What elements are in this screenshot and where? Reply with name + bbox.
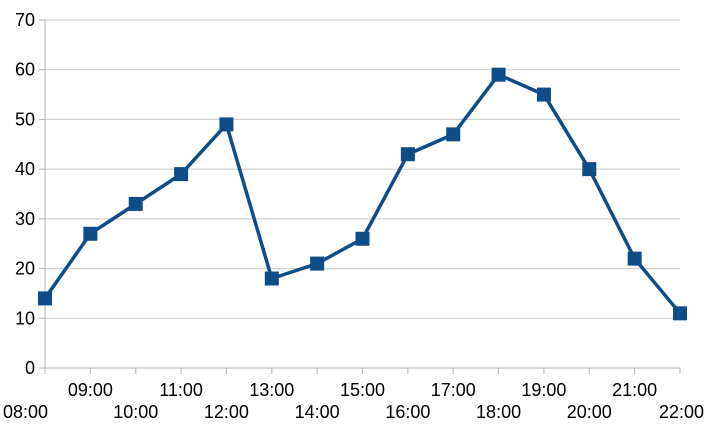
x-tick-label: 15:00 — [340, 380, 385, 400]
data-point — [355, 231, 370, 246]
x-tick-label: 08:00 — [3, 402, 48, 422]
x-tick-label: 19:00 — [521, 380, 566, 400]
data-point — [673, 306, 687, 321]
y-tick-label: 10 — [15, 308, 35, 328]
y-tick-label: 60 — [15, 60, 35, 80]
x-tick-label: 21:00 — [612, 380, 657, 400]
data-point — [264, 271, 279, 286]
data-point — [310, 256, 325, 271]
x-tick-label: 17:00 — [431, 380, 476, 400]
data-point — [38, 291, 52, 306]
data-point — [446, 127, 461, 142]
y-tick-label: 30 — [15, 209, 35, 229]
x-tick-label: 20:00 — [567, 402, 612, 422]
y-axis-tick-labels: 0 10 20 30 40 50 60 70 — [15, 10, 35, 378]
data-point — [491, 67, 506, 82]
x-axis-tick-labels: 08:00 09:0010:0011:0012:0013:0014:0015:00… — [3, 380, 704, 422]
data-point — [83, 226, 98, 241]
axes — [39, 19, 681, 374]
data-point — [128, 196, 143, 211]
data-point — [536, 87, 551, 102]
x-tick-label: 11:00 — [159, 380, 203, 400]
x-tick-label: 18:00 — [476, 402, 521, 422]
x-tick-label: 09:00 — [68, 380, 113, 400]
x-tick-label: 16:00 — [385, 402, 430, 422]
grid-lines — [45, 19, 680, 319]
y-tick-label: 20 — [15, 259, 35, 279]
x-tick-label: 14:00 — [295, 402, 340, 422]
x-tick-label: 10:00 — [113, 402, 158, 422]
x-tick-label: 22:00 — [659, 402, 704, 422]
data-point — [219, 117, 234, 132]
series — [38, 67, 687, 321]
series-line — [43, 72, 682, 316]
y-tick-label: 70 — [15, 10, 35, 30]
data-point — [174, 167, 189, 182]
y-tick-label: 40 — [15, 159, 35, 179]
x-tick-label: 12:00 — [204, 402, 249, 422]
data-point — [582, 162, 597, 177]
y-tick-label: 0 — [25, 358, 35, 378]
data-point — [400, 147, 415, 162]
y-tick-label: 50 — [15, 109, 35, 129]
x-tick-label: 13:00 — [249, 380, 294, 400]
data-point — [627, 251, 642, 266]
